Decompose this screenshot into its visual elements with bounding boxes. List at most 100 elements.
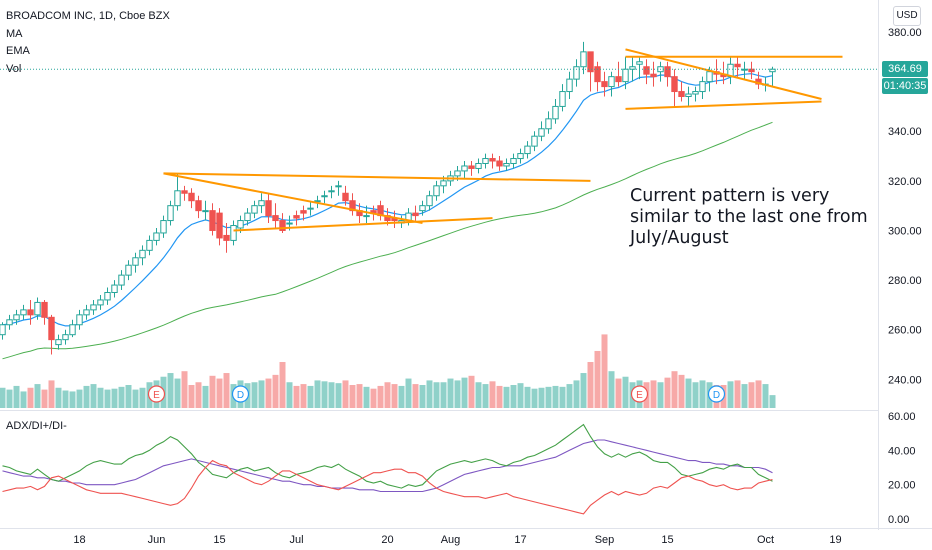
di-minus-line (2, 459, 773, 515)
candle (139, 245, 146, 266)
volume-bar (48, 380, 55, 408)
candle-body (41, 301, 48, 318)
volume-bar (174, 378, 181, 408)
candle-body (97, 299, 104, 306)
volume-bar (69, 391, 76, 408)
candle (328, 185, 335, 199)
candle-body (692, 91, 699, 95)
candle-body (293, 215, 300, 219)
candle (97, 294, 104, 310)
volume-bar (286, 382, 293, 408)
candle (377, 200, 384, 221)
candle-body (545, 118, 552, 130)
candle-body (132, 257, 139, 266)
dividend-marker: D (231, 385, 250, 403)
candle-body (650, 73, 657, 78)
legend-ema[interactable]: EMA (6, 45, 30, 57)
candle (552, 98, 559, 124)
candle (0, 322, 6, 340)
candle-body (146, 239, 153, 251)
volume-bar (132, 389, 139, 408)
volume-bar (741, 384, 748, 408)
candle (223, 223, 230, 253)
volume-bar (461, 377, 468, 408)
volume-bar (594, 350, 601, 408)
legend: BROADCOM INC, 1D, Cboe BZX MA EMA Vol (6, 8, 170, 78)
candle-body (286, 222, 293, 225)
adx-tick-label: 60.00 (888, 411, 916, 423)
adx-pane (2, 423, 773, 515)
candle (307, 200, 314, 216)
candle (69, 319, 76, 338)
volume-bar (41, 389, 48, 408)
volume-bar (587, 362, 594, 408)
candle-body (20, 309, 27, 316)
candle-body (118, 274, 125, 286)
dividend-marker: D (707, 385, 726, 403)
marker-label: E (636, 390, 643, 401)
candle-body (328, 190, 335, 193)
candle-body (258, 200, 265, 207)
candle-body (335, 185, 342, 188)
candle (363, 205, 370, 224)
volume-bar (685, 378, 692, 408)
volume-bar (391, 384, 398, 408)
volume-bar (475, 382, 482, 408)
volume-bar (272, 374, 279, 408)
candle (258, 193, 265, 214)
volume-bar (356, 384, 363, 408)
volume-bar (454, 380, 461, 408)
currency-button[interactable]: USD (893, 6, 921, 26)
candle-body (769, 68, 776, 73)
time-tick-label: Oct (757, 534, 774, 546)
candle (727, 56, 734, 85)
candle-body (664, 66, 671, 78)
candle (188, 188, 195, 209)
candle (244, 208, 251, 226)
candle-body (496, 160, 503, 167)
candle-body (601, 81, 608, 88)
time-tick-label: 15 (213, 534, 225, 546)
price-tick-label: 300.00 (888, 225, 922, 237)
candle-body (244, 212, 251, 222)
candle (293, 210, 300, 226)
volume-bar (398, 385, 405, 408)
candle (83, 304, 90, 320)
candle-body (125, 264, 132, 276)
volume-bar (650, 380, 657, 408)
time-tick-label: 19 (829, 534, 841, 546)
candle (48, 314, 55, 355)
candle-body (552, 105, 559, 120)
candle (153, 227, 160, 246)
candle-body (27, 309, 34, 316)
volume-bar (433, 382, 440, 408)
candle-body (300, 210, 307, 214)
time-tick-label: Jul (289, 534, 303, 546)
volume-bar (321, 381, 328, 408)
time-tick-label: 17 (514, 534, 526, 546)
candle-body (608, 76, 615, 88)
legend-ma[interactable]: MA (6, 27, 23, 40)
candle (195, 195, 202, 219)
volume-bar (62, 390, 69, 408)
candle-body (482, 158, 489, 164)
candle-body (34, 301, 41, 316)
candle-body (454, 170, 461, 177)
candle-body (573, 66, 580, 80)
legend-vol[interactable]: Vol (6, 62, 22, 75)
candle (55, 334, 62, 350)
candle (468, 161, 475, 176)
candle (734, 56, 741, 77)
candle (20, 304, 27, 320)
volume-bar (139, 387, 146, 408)
candle (216, 208, 223, 246)
countdown-tag: 01:40:35 (882, 78, 928, 95)
candle (622, 56, 629, 90)
candle (510, 153, 517, 169)
last-price-tag: 364.69 (882, 61, 928, 78)
candle (349, 193, 356, 216)
candle (636, 56, 643, 80)
candle (678, 81, 685, 102)
volume-bar (545, 386, 552, 408)
